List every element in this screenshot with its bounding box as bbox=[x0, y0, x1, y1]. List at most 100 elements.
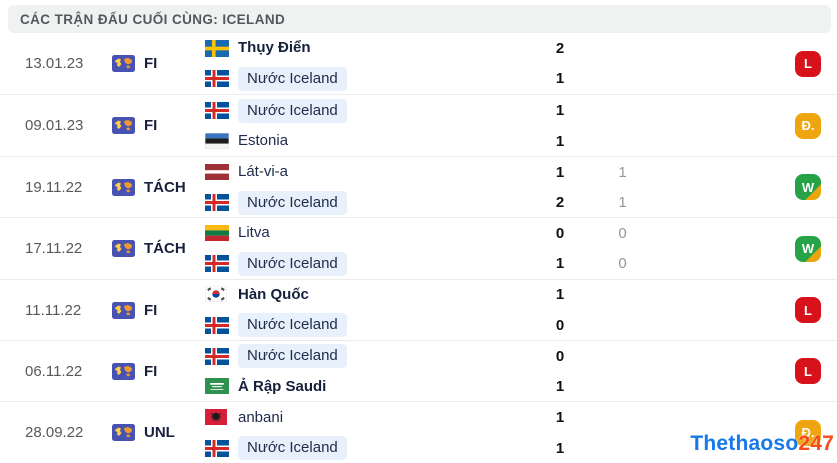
team-score-secondary: 0 bbox=[618, 224, 627, 242]
match-date: 09.01.23 bbox=[25, 117, 84, 135]
team-score-secondary: 0 bbox=[618, 255, 627, 273]
world-map-icon bbox=[112, 117, 135, 135]
team-line: anbani 1 bbox=[205, 402, 660, 433]
team-flag-icon bbox=[205, 378, 229, 395]
match-row[interactable]: 17.11.22 TÁCH Litva 0 0 Nước Ice bbox=[0, 217, 837, 280]
team-name: Nước Iceland bbox=[238, 344, 347, 369]
competition-label: FI bbox=[144, 362, 158, 380]
team-line: Lát-vi-a 1 1 bbox=[205, 157, 660, 188]
world-map-icon bbox=[112, 424, 135, 442]
team-flag-icon bbox=[205, 286, 229, 303]
team-line: Nước Iceland 1 0 bbox=[205, 249, 660, 280]
match-row[interactable]: 19.11.22 TÁCH Lát-vi-a 1 1 Nước bbox=[0, 155, 837, 218]
team-line: Estonia 1 bbox=[205, 126, 660, 157]
team-flag-icon bbox=[205, 255, 229, 273]
world-map-icon bbox=[112, 301, 135, 319]
team-name: Nước Iceland bbox=[238, 313, 347, 338]
team-score: 1 bbox=[555, 102, 565, 120]
team-line: Hàn Quốc 1 bbox=[205, 280, 660, 311]
team-score: 1 bbox=[555, 163, 565, 181]
team-score: 1 bbox=[555, 378, 565, 396]
team-flag-icon bbox=[205, 102, 229, 120]
team-flag-icon bbox=[205, 70, 229, 88]
match-row[interactable]: 09.01.23 FI Nước Iceland 1 Esto bbox=[0, 94, 837, 157]
team-name: Nước Iceland bbox=[238, 436, 347, 461]
match-row[interactable]: 28.09.22 UNL anbani 1 Nước Icel bbox=[0, 401, 837, 463]
result-badge: L bbox=[795, 297, 821, 324]
team-line: Thụy Điển 2 bbox=[205, 33, 660, 64]
world-map-icon bbox=[112, 178, 135, 196]
team-flag-icon bbox=[205, 316, 229, 334]
team-line: Litva 0 0 bbox=[205, 218, 660, 249]
world-map-icon bbox=[112, 362, 135, 380]
team-flag-icon bbox=[205, 39, 229, 57]
team-line: Ả Rập Saudi 1 bbox=[205, 371, 660, 402]
result-badge: W bbox=[795, 174, 821, 201]
match-date: 13.01.23 bbox=[25, 55, 84, 73]
team-flag-icon bbox=[205, 409, 229, 426]
match-date: 06.11.22 bbox=[25, 362, 83, 380]
team-name: Estonia bbox=[238, 132, 289, 150]
team-score: 1 bbox=[555, 255, 565, 273]
team-flag-icon bbox=[205, 347, 229, 365]
team-score: 0 bbox=[555, 316, 565, 334]
world-map-icon bbox=[112, 55, 135, 73]
result-badge: W bbox=[795, 235, 821, 262]
team-score: 1 bbox=[555, 70, 565, 88]
match-row[interactable]: 13.01.23 FI Thụy Điển 2 Nước Ic bbox=[0, 33, 837, 95]
team-score: 0 bbox=[555, 224, 565, 242]
team-line: Nước Iceland 1 bbox=[205, 433, 660, 463]
competition-label: TÁCH bbox=[144, 240, 186, 258]
result-badge: Đ. bbox=[795, 112, 821, 139]
world-map-icon bbox=[112, 240, 135, 258]
competition-label: FI bbox=[144, 301, 158, 319]
competition-label: UNL bbox=[144, 424, 175, 442]
match-row[interactable]: 11.11.22 FI Hàn Quốc 1 Nước Ice bbox=[0, 278, 837, 341]
competition-label: TÁCH bbox=[144, 178, 186, 196]
team-flag-icon bbox=[205, 224, 229, 242]
team-name: Nước Iceland bbox=[238, 98, 347, 123]
team-flag-icon bbox=[205, 439, 229, 457]
team-flag-icon bbox=[205, 194, 229, 212]
team-name: Nước Iceland bbox=[238, 190, 347, 215]
result-badge: L bbox=[795, 358, 821, 385]
competition-label: FI bbox=[144, 55, 158, 73]
team-name: Thụy Điển bbox=[238, 39, 311, 57]
team-score: 1 bbox=[555, 409, 565, 427]
team-name: Ả Rập Saudi bbox=[238, 377, 327, 395]
match-row[interactable]: 06.11.22 FI Nước Iceland 0 Ả Rậ bbox=[0, 339, 837, 402]
match-date: 17.11.22 bbox=[25, 240, 83, 258]
competition-label: FI bbox=[144, 117, 158, 135]
team-name: Hàn Quốc bbox=[238, 285, 309, 303]
result-badge: Đ. bbox=[795, 419, 821, 446]
site-watermark: Thethaoso247 bbox=[690, 432, 834, 456]
team-score: 0 bbox=[555, 347, 565, 365]
watermark-text-blue: Thethaoso bbox=[690, 432, 799, 455]
match-date: 28.09.22 bbox=[25, 424, 84, 442]
team-score: 1 bbox=[555, 132, 565, 150]
team-name: Lát-vi-a bbox=[238, 163, 289, 181]
team-score: 2 bbox=[555, 39, 565, 57]
result-badge: L bbox=[795, 50, 821, 77]
team-name: Litva bbox=[238, 224, 270, 242]
team-line: Nước Iceland 0 bbox=[205, 341, 660, 372]
watermark-text-orange: 247 bbox=[798, 432, 834, 455]
team-line: Nước Iceland 2 1 bbox=[205, 187, 660, 218]
team-score: 2 bbox=[555, 194, 565, 212]
match-date: 11.11.22 bbox=[25, 301, 82, 319]
team-line: Nước Iceland 1 bbox=[205, 64, 660, 95]
team-score: 1 bbox=[555, 286, 565, 304]
team-score: 1 bbox=[555, 439, 565, 457]
team-name: Nước Iceland bbox=[238, 66, 347, 91]
team-score-secondary: 1 bbox=[618, 194, 627, 212]
match-list: 13.01.23 FI Thụy Điển 2 Nước Ic bbox=[0, 33, 837, 463]
section-title: CÁC TRẬN ĐẤU CUỐI CÙNG: ICELAND bbox=[8, 5, 831, 33]
team-line: Nước Iceland 0 bbox=[205, 310, 660, 341]
team-flag-icon bbox=[205, 132, 229, 150]
team-line: Nước Iceland 1 bbox=[205, 95, 660, 126]
team-name: anbani bbox=[238, 408, 284, 426]
team-name: Nước Iceland bbox=[238, 251, 347, 276]
team-flag-icon bbox=[205, 163, 229, 181]
team-score-secondary: 1 bbox=[618, 163, 627, 181]
